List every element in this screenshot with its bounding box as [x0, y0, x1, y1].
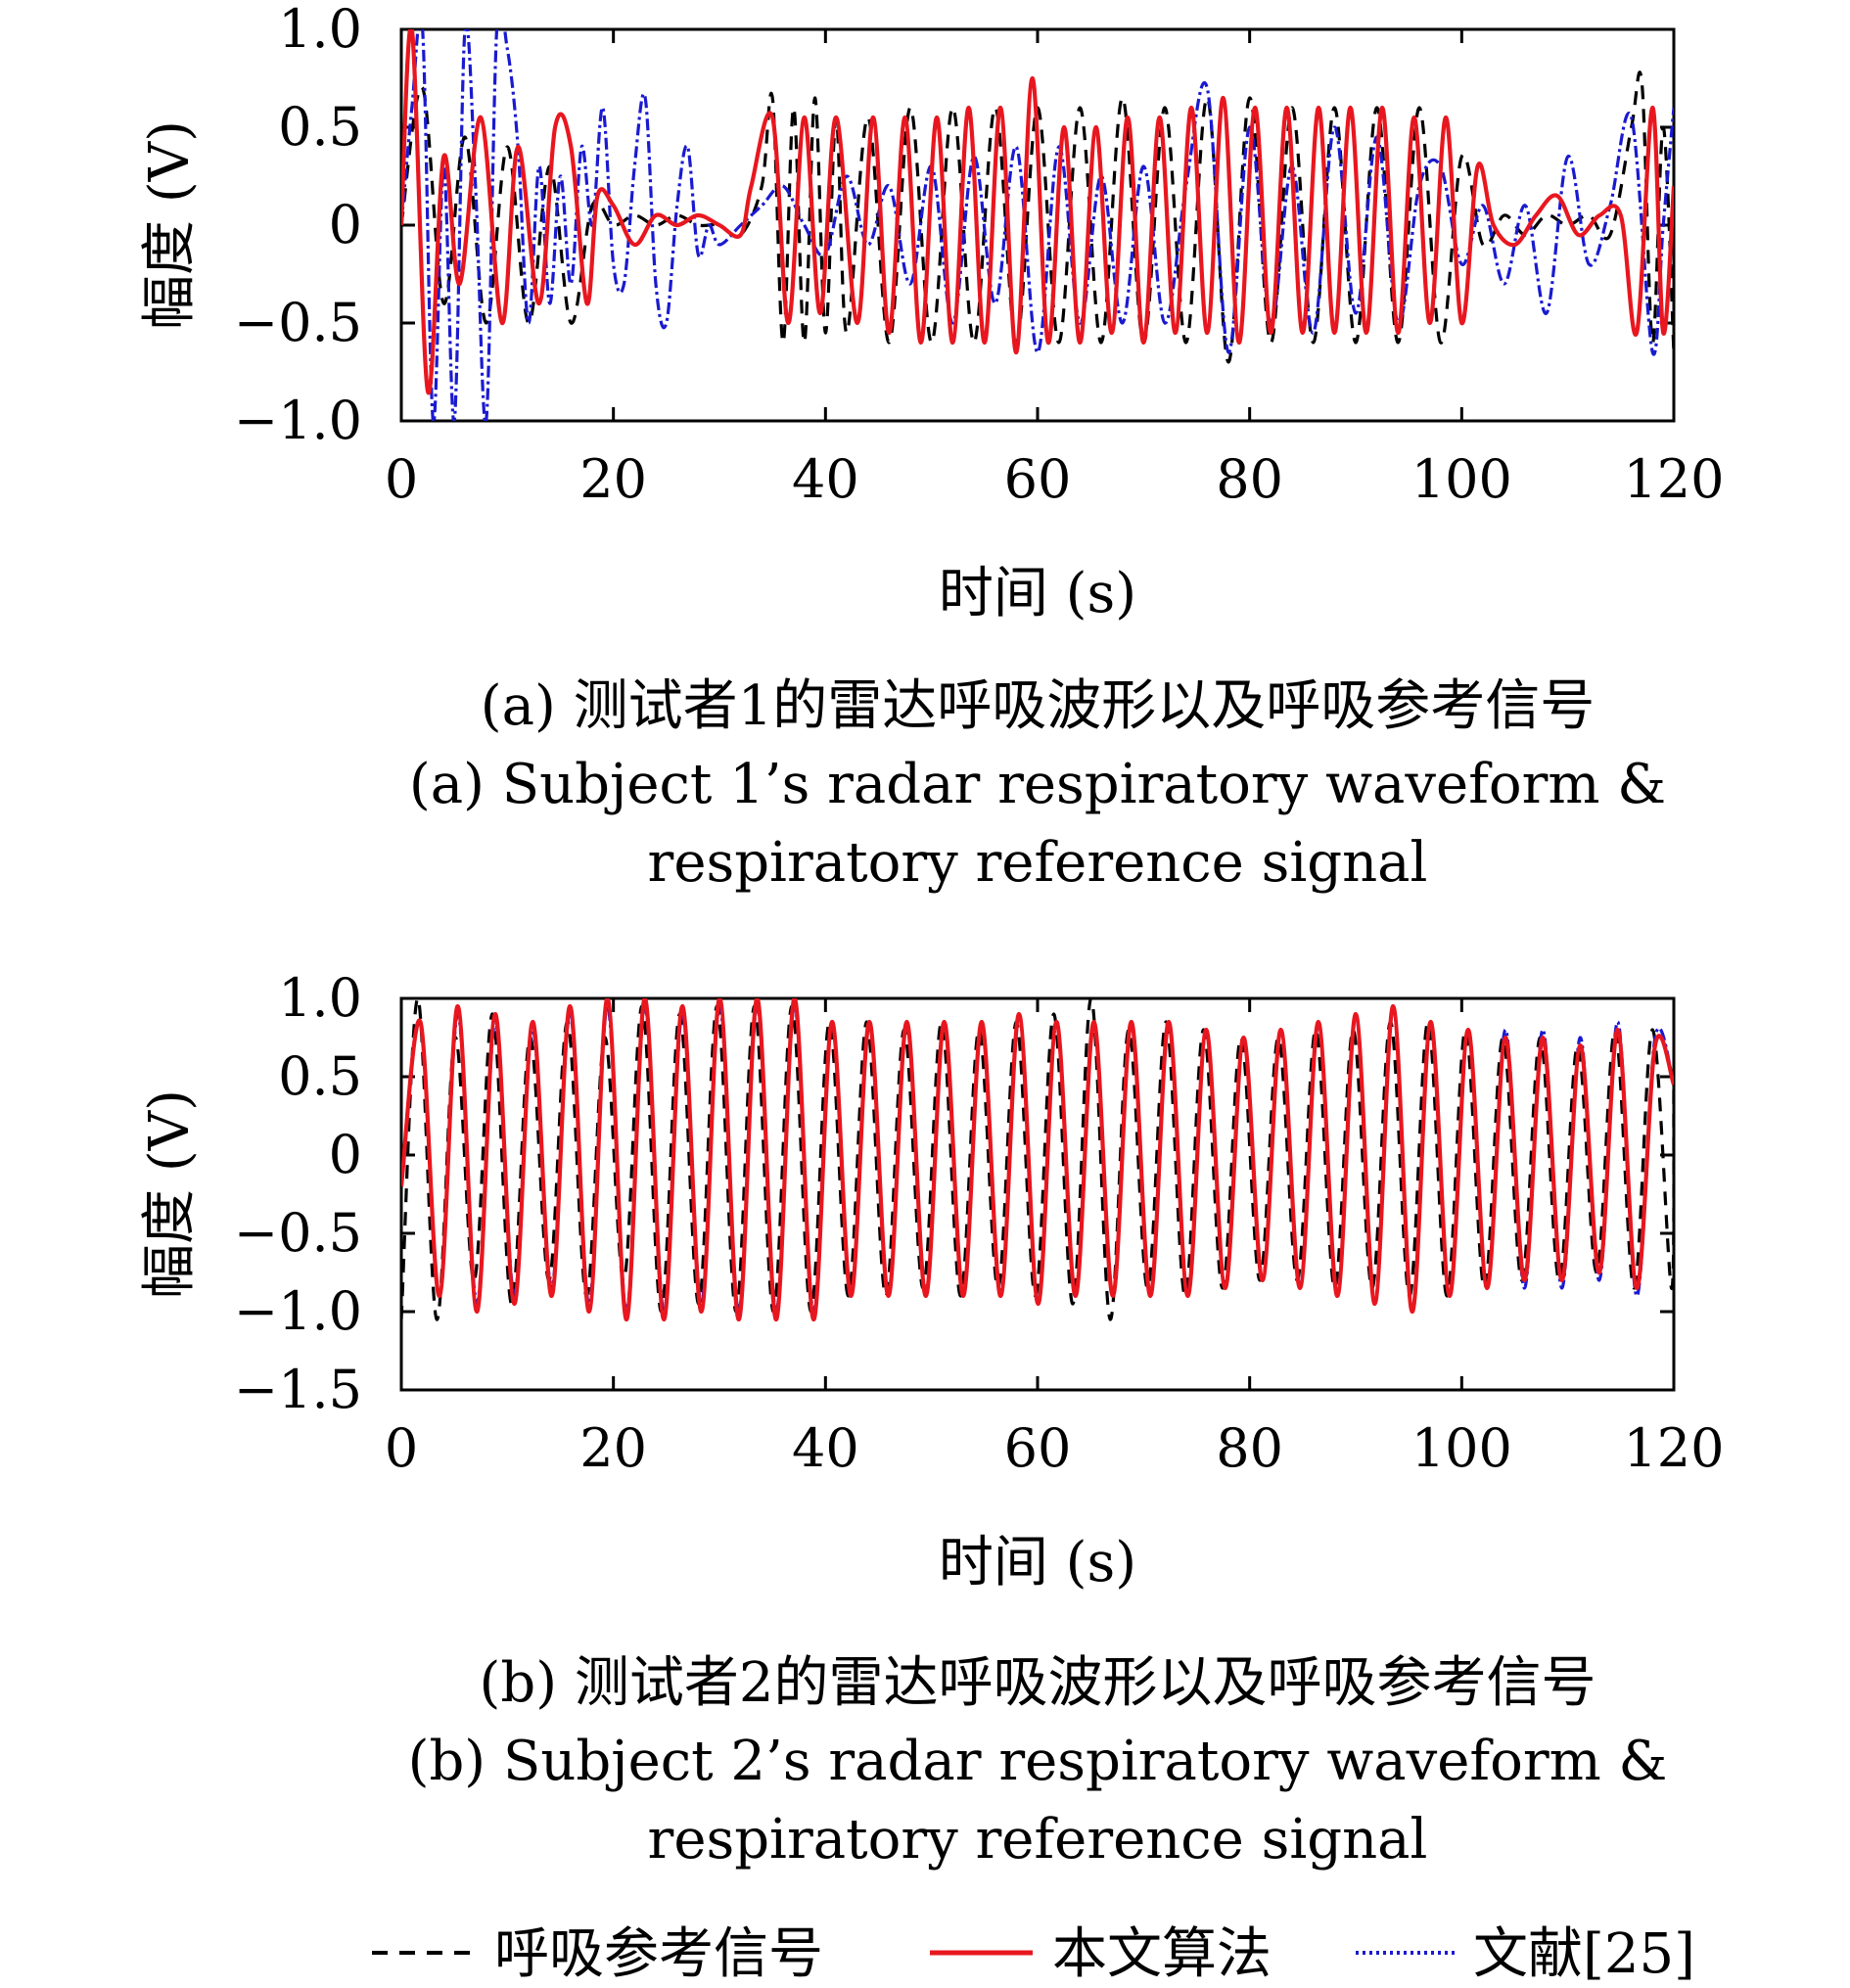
- chart-a-xtick-label: 120: [1623, 448, 1724, 510]
- chart-a-caption-cn: (a) 测试者1的雷达呼吸波形以及呼吸参考信号: [481, 674, 1596, 738]
- chart-a-series: [401, 29, 1674, 421]
- chart-b-xtick-label: 60: [1004, 1417, 1072, 1479]
- chart-a-xlabel: 时间 (s): [939, 562, 1136, 625]
- chart-a-series-proposed: [401, 29, 1674, 395]
- chart-a-ticks: 0 20 40 60 80 100 120 1.0 0.5 0 −0.5 −1.0: [234, 0, 1725, 510]
- chart-b-caption-en-2: respiratory reference signal: [648, 1808, 1428, 1872]
- chart-a-ytick-label: −1.0: [234, 390, 362, 451]
- chart-a-xtick-label: 60: [1004, 448, 1072, 510]
- legend: 呼吸参考信号 本文算法 文献[25]: [372, 1922, 1695, 1986]
- chart-a-ylabel: 幅度 (V): [138, 120, 202, 330]
- chart-a-caption-en-1: (a) Subject 1’s radar respiratory wavefo…: [409, 753, 1666, 816]
- chart-a-series-literature: [401, 29, 1674, 421]
- chart-b-xtick-label: 0: [385, 1417, 418, 1479]
- chart-b: 0 20 40 60 80 100 120 1.0 0.5 0 −0.5 −1.0 −1.5 时间 (s…: [138, 967, 1725, 1872]
- chart-b-xtick-label: 40: [792, 1417, 859, 1479]
- chart-b-ytick-label: 0: [329, 1124, 362, 1185]
- chart-b-ytick-label: −0.5: [234, 1202, 362, 1264]
- chart-b-series-proposed: [401, 998, 1674, 1322]
- chart-b-ytick-label: −1.5: [234, 1359, 362, 1420]
- legend-label-reference: 呼吸参考信号: [494, 1922, 823, 1986]
- chart-a-xtick-label: 40: [792, 448, 859, 510]
- chart-b-xtick-label: 80: [1216, 1417, 1283, 1479]
- chart-a-xtick-label: 0: [385, 448, 418, 510]
- chart-b-ytick-label: 0.5: [278, 1045, 362, 1107]
- chart-a: 0 20 40 60 80 100 120 1.0 0.5 0 −0.5 −1.0 时间 (s) 幅度…: [138, 0, 1725, 895]
- chart-b-ticks: 0 20 40 60 80 100 120 1.0 0.5 0 −0.5 −1.0 −1.5: [234, 967, 1725, 1479]
- chart-b-series: [401, 998, 1674, 1322]
- chart-b-frame: [399, 996, 1676, 1392]
- chart-a-ytick-label: −0.5: [234, 292, 362, 353]
- chart-b-xtick-label: 120: [1623, 1417, 1724, 1479]
- chart-b-xtick-label: 100: [1411, 1417, 1512, 1479]
- chart-a-ytick-label: 0: [329, 194, 362, 255]
- chart-a-xtick-label: 80: [1216, 448, 1283, 510]
- chart-b-ylabel: 幅度 (V): [138, 1089, 202, 1299]
- chart-a-xtick-label: 20: [579, 448, 647, 510]
- chart-b-caption-en-1: (b) Subject 2’s radar respiratory wavefo…: [408, 1730, 1668, 1793]
- chart-a-xtick-label: 100: [1411, 448, 1512, 510]
- legend-label-proposed: 本文算法: [1052, 1922, 1272, 1986]
- chart-a-ytick-label: 0.5: [278, 96, 362, 158]
- chart-b-ytick-label: 1.0: [278, 967, 362, 1029]
- chart-a-ytick-label: 1.0: [278, 0, 362, 60]
- chart-b-xlabel: 时间 (s): [939, 1531, 1136, 1595]
- chart-a-caption-en-2: respiratory reference signal: [648, 831, 1428, 895]
- chart-b-xtick-label: 20: [579, 1417, 647, 1479]
- chart-b-ytick-label: −1.0: [234, 1280, 362, 1342]
- legend-label-literature: 文献[25]: [1473, 1922, 1695, 1986]
- chart-b-caption-cn: (b) 测试者2的雷达呼吸波形以及呼吸参考信号: [480, 1651, 1596, 1715]
